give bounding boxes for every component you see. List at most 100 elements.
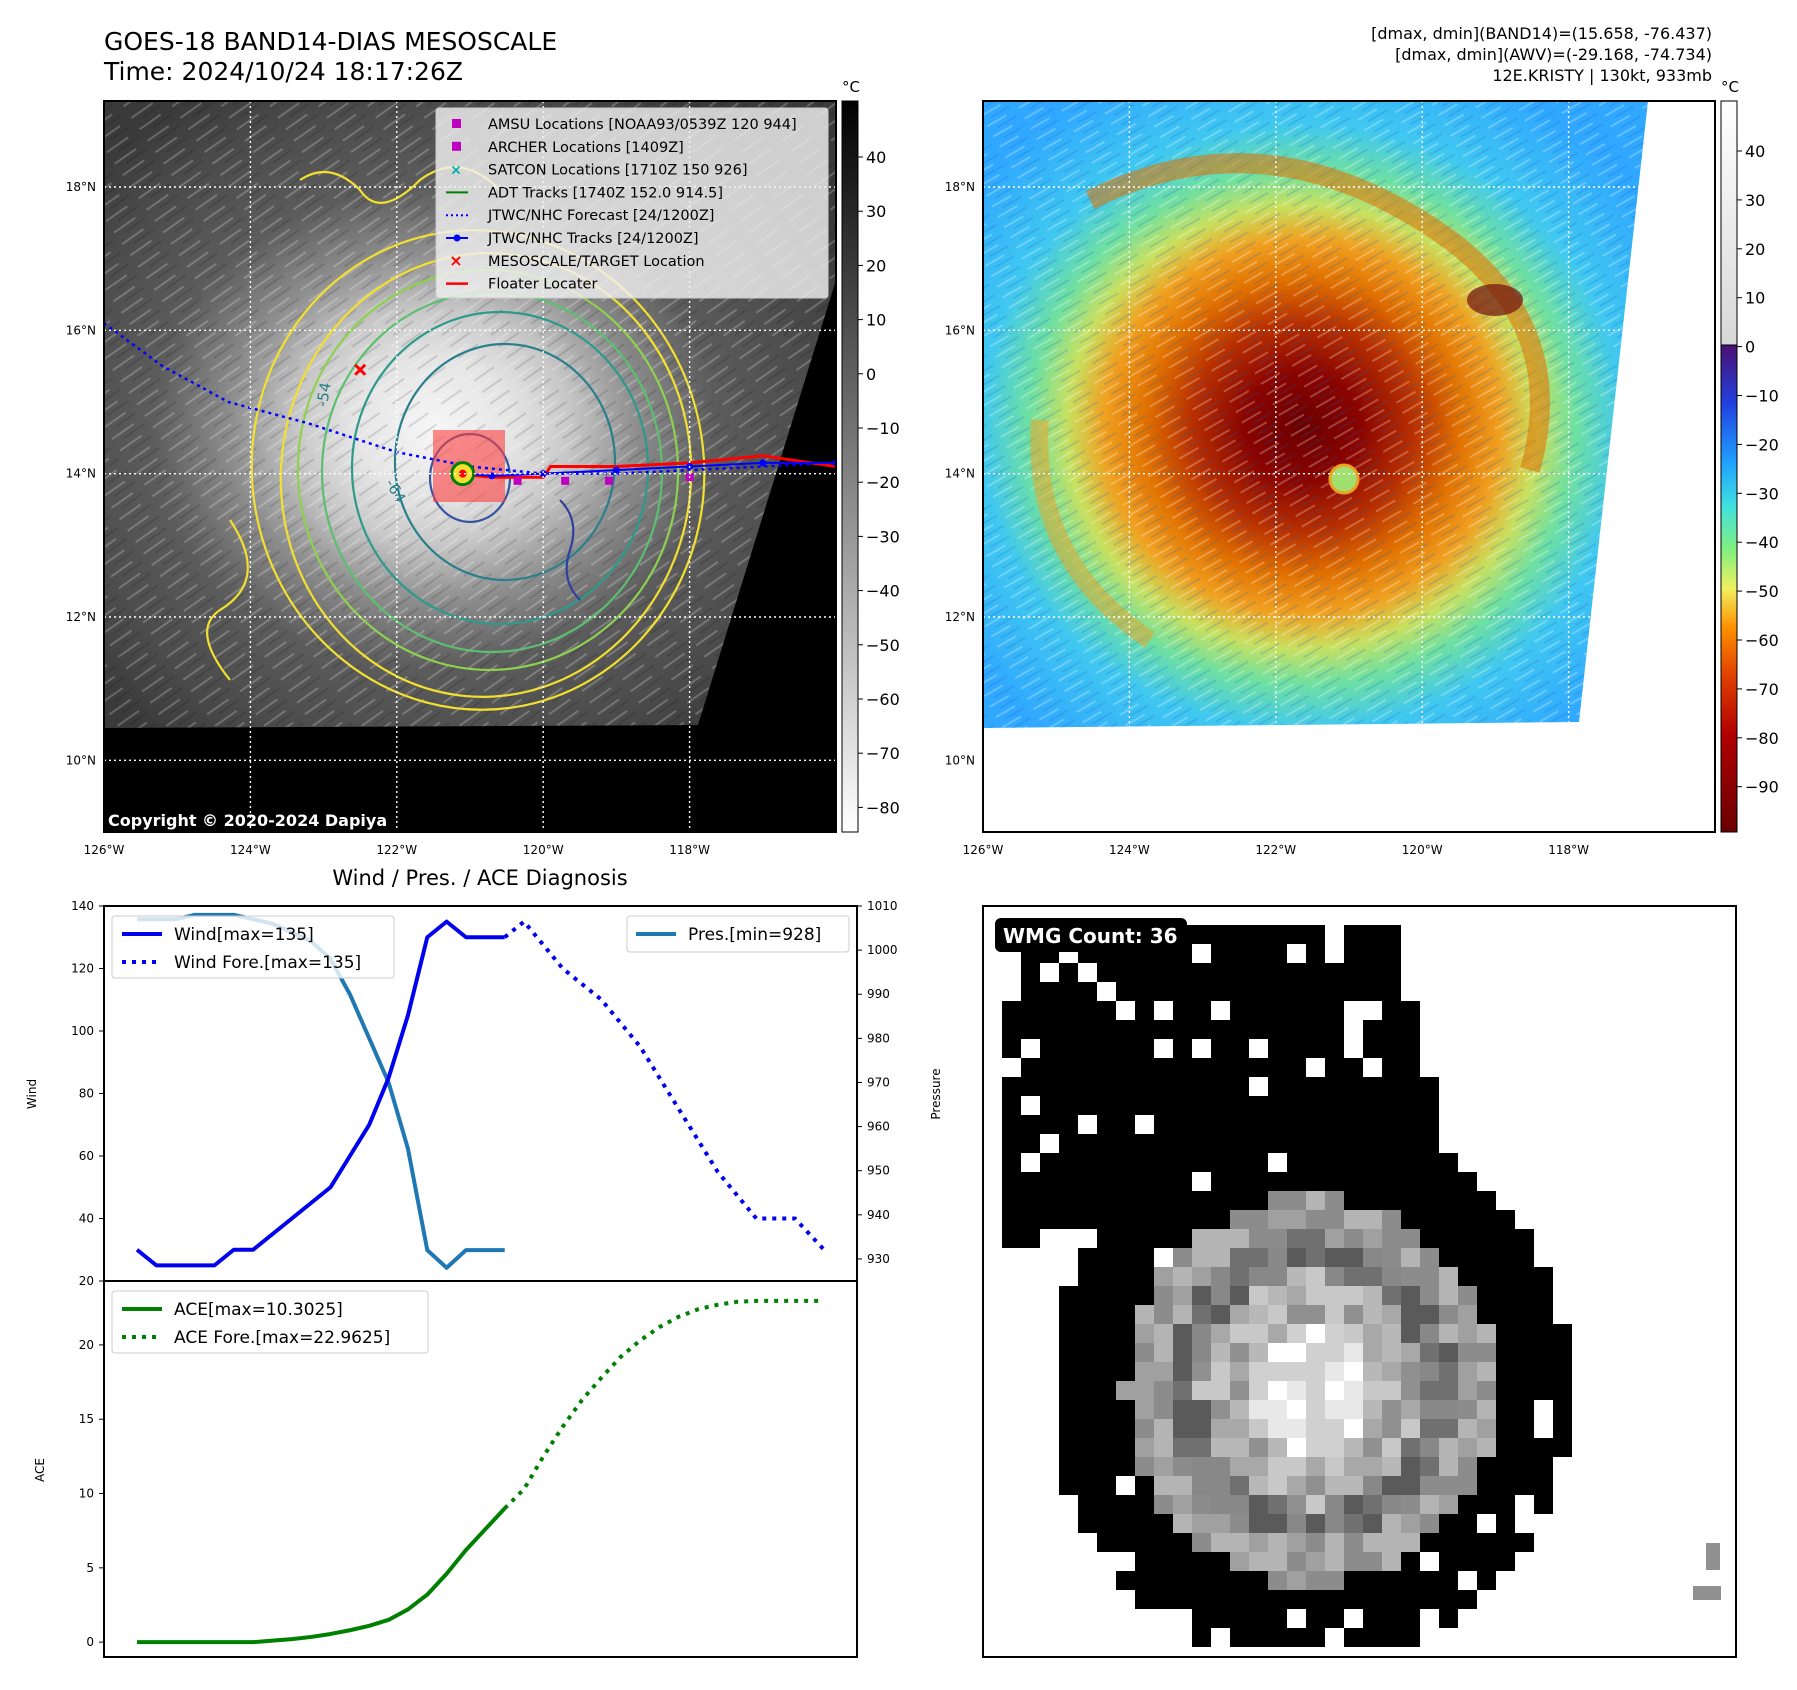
wmg-pixel [1306, 1229, 1325, 1248]
wmg-pixel [1116, 1514, 1135, 1533]
wmg-pixel [1249, 1020, 1268, 1039]
wmg-pixel [1192, 1210, 1211, 1229]
wmg-pixel [1173, 1476, 1192, 1495]
wmg-pixel [1363, 982, 1382, 1001]
wmg-pixel [1116, 1020, 1135, 1039]
wmg-pixel [1154, 1134, 1173, 1153]
lon-tick-label: 124°W [230, 843, 271, 857]
wmg-pixel [1344, 1115, 1363, 1134]
wmg-pixel [1477, 1248, 1496, 1267]
wmg-pixel [1192, 1096, 1211, 1115]
lat-tick-label: 10°N [945, 753, 975, 767]
wmg-pixel [1211, 1115, 1230, 1134]
wmg-pixel [1287, 1172, 1306, 1191]
wmg-count-badge [995, 918, 1187, 952]
wmg-pixel [1287, 982, 1306, 1001]
wmg-pixel [1344, 1286, 1363, 1305]
wind-y-tick-label: 60 [79, 1149, 94, 1163]
wmg-pixel [1230, 1172, 1249, 1191]
wmg-pixel [1116, 1248, 1135, 1267]
wmg-pixel [1496, 1419, 1515, 1438]
legend-label: JTWC/NHC Tracks [24/1200Z] [487, 231, 699, 247]
wmg-pixel [1211, 1020, 1230, 1039]
wmg-pixel [1230, 1096, 1249, 1115]
wmg-pixel [1553, 1343, 1572, 1362]
wmg-pixel [1002, 1153, 1021, 1172]
wmg-pixel [1116, 1343, 1135, 1362]
wmg-pixel [1268, 1400, 1287, 1419]
ace-y-tick-label: 10 [79, 1487, 94, 1501]
wmg-pixel [1477, 1457, 1496, 1476]
wmg-pixel [1382, 963, 1401, 982]
wmg-pixel [1154, 1305, 1173, 1324]
colorbar-tick-label: −80 [866, 798, 900, 817]
wmg-pixel [1268, 1210, 1287, 1229]
wmg-pixel [1135, 1362, 1154, 1381]
wmg-pixel [1059, 1096, 1078, 1115]
wmg-pixel [1230, 1419, 1249, 1438]
wmg-pixel [1477, 1533, 1496, 1552]
wmg-pixel [1230, 1210, 1249, 1229]
wmg-pixel [1325, 1514, 1344, 1533]
wmg-pixel [1021, 982, 1040, 1001]
wmg-pixel [1344, 1172, 1363, 1191]
wmg-pixel [1154, 1058, 1173, 1077]
wmg-pixel [1363, 1210, 1382, 1229]
wmg-pixel [1306, 1305, 1325, 1324]
wmg-pixel [1078, 1438, 1097, 1457]
wmg-pixel [1287, 1191, 1306, 1210]
wmg-pixel [1306, 1438, 1325, 1457]
wmg-pixel [1420, 1267, 1439, 1286]
wmg-pixel [1382, 925, 1401, 944]
wmg-pixel [1078, 1514, 1097, 1533]
wmg-pixel [1325, 1191, 1344, 1210]
wmg-pixel [1192, 1343, 1211, 1362]
wmg-pixel [1344, 1552, 1363, 1571]
wmg-pixel [1211, 1381, 1230, 1400]
wmg-pixel [1306, 1020, 1325, 1039]
lon-tick-label: 120°W [523, 843, 564, 857]
wmg-pixel [1534, 1324, 1553, 1343]
wmg-pixel [1458, 1476, 1477, 1495]
pressure-y-tick-label: 1010 [867, 899, 898, 913]
wmg-pixel [1059, 1077, 1078, 1096]
wmg-pixel [1477, 1438, 1496, 1457]
wmg-pixel [1325, 1362, 1344, 1381]
wmg-pixel [1458, 1286, 1477, 1305]
wmg-pixel [1420, 1153, 1439, 1172]
wmg-pixel [1268, 1324, 1287, 1343]
wmg-pixel [1154, 1514, 1173, 1533]
ace-y-tick-label: 15 [79, 1412, 94, 1426]
wmg-pixel [1135, 1039, 1154, 1058]
wmg-pixel [1382, 1020, 1401, 1039]
wmg-pixel [1116, 1400, 1135, 1419]
pressure-axis-label: Pressure [929, 1068, 943, 1119]
wind-y-tick-label: 140 [71, 899, 94, 913]
ace-y-tick-label: 5 [86, 1561, 94, 1575]
wmg-pixel [1420, 1134, 1439, 1153]
wmg-pixel [1021, 963, 1040, 982]
colorbar-tick-label: −20 [866, 473, 900, 492]
lat-tick-label: 10°N [66, 753, 96, 767]
wmg-pixel [1192, 1267, 1211, 1286]
wmg-pixel [1268, 1343, 1287, 1362]
wmg-pixel [1401, 1267, 1420, 1286]
wmg-pixel [1116, 1096, 1135, 1115]
wmg-pixel [1325, 1229, 1344, 1248]
wmg-pixel [1515, 1476, 1534, 1495]
wmg-pixel [1135, 1438, 1154, 1457]
wmg-pixel [1287, 1533, 1306, 1552]
wmg-pixel [1059, 1305, 1078, 1324]
wmg-pixel [1059, 1286, 1078, 1305]
wmg-pixel [1230, 1381, 1249, 1400]
wmg-pixel [1135, 1457, 1154, 1476]
wmg-pixel [1344, 1495, 1363, 1514]
wmg-pixel [1382, 1096, 1401, 1115]
wmg-pixel [1268, 1457, 1287, 1476]
wmg-pixel [1192, 1286, 1211, 1305]
wmg-pixel [1249, 1096, 1268, 1115]
wmg-pixel [1287, 1400, 1306, 1419]
wmg-pixel [1287, 1001, 1306, 1020]
wmg-pixel [1268, 925, 1287, 944]
